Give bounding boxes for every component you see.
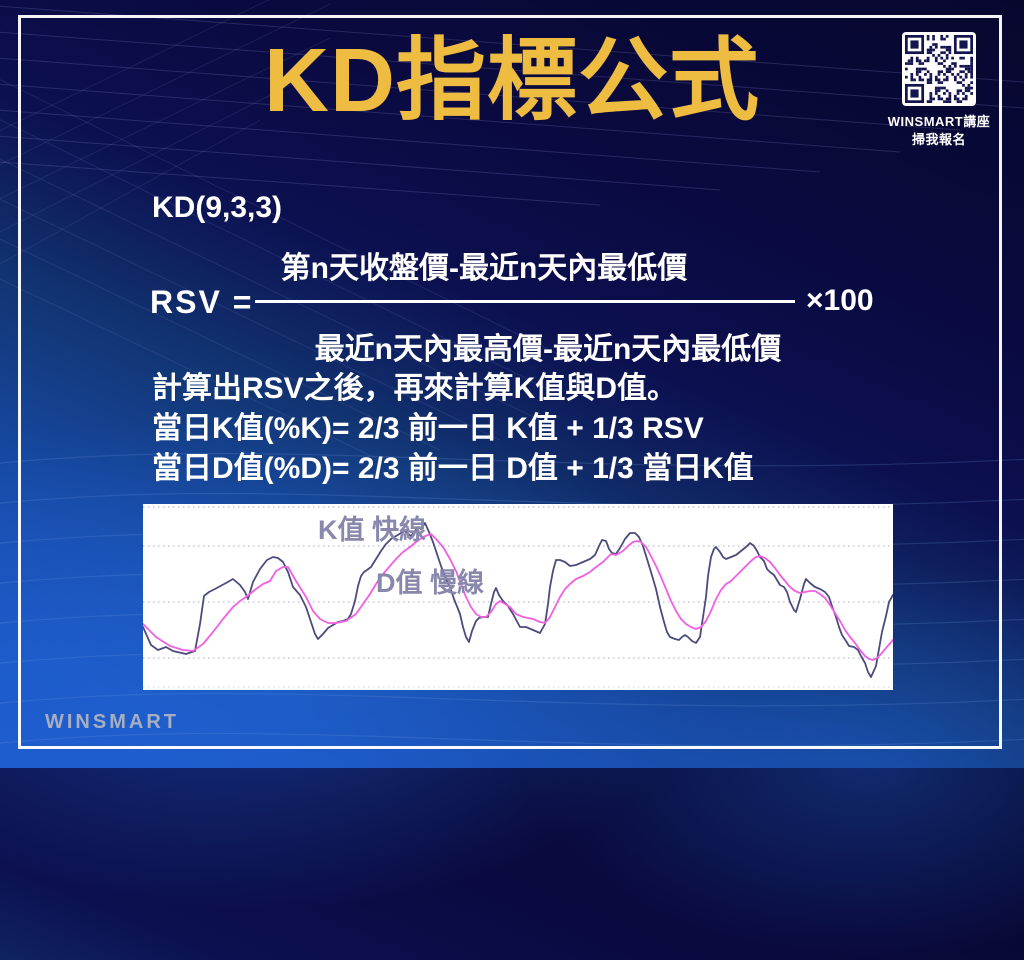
qr-caption-line1: WINSMART講座	[887, 114, 991, 129]
rsv-multiplier: ×100	[806, 284, 874, 317]
kd-chart-panel: K值 快線 D值 慢線	[143, 504, 893, 690]
fraction-bar	[255, 300, 795, 303]
k-value-formula: 當日K值(%K)= 2/3 前一日 K值 + 1/3 RSV	[152, 412, 704, 445]
rsv-note-text: 計算出RSV之後，再來計算K值與D值。	[152, 372, 678, 405]
qr-block: WINSMART講座 掃我報名	[882, 32, 996, 149]
background-pattern	[0, 0, 1024, 747]
winsmart-logo: WINSMART	[45, 711, 179, 733]
qr-caption-line2: 掃我報名	[911, 132, 966, 148]
kd-parameters-text: KD(9,3,3)	[152, 191, 283, 224]
k-line-label: K值 快線	[318, 515, 426, 545]
rsv-denominator: 最近n天內最高價-最近n天內最低價	[314, 333, 782, 366]
d-line-label: D值 慢線	[376, 568, 484, 598]
slide-title: KD指標公式	[264, 31, 760, 131]
rsv-numerator: 第n天收盤價-最近n天內最低價	[280, 252, 688, 285]
qr-code-icon	[902, 32, 976, 106]
rsv-label: RSV =	[150, 284, 254, 320]
d-value-formula: 當日D值(%D)= 2/3 前一日 D值 + 1/3 當日K值	[152, 452, 754, 485]
